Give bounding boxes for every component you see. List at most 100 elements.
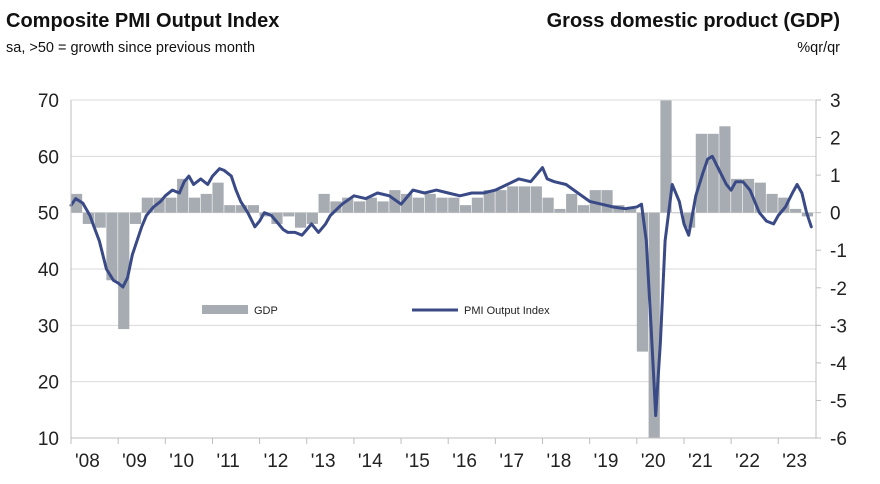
gdp-bar bbox=[742, 178, 755, 213]
legend-gdp-label: GDP bbox=[254, 305, 278, 317]
gdp-bar bbox=[754, 182, 766, 213]
gdp-bar bbox=[342, 197, 354, 213]
x-tick-label: '20 bbox=[641, 451, 666, 472]
right-y-tick-label: -5 bbox=[830, 391, 847, 412]
legend-pmi-label: PMI Output Index bbox=[464, 305, 550, 317]
gdp-bar bbox=[330, 201, 342, 213]
gdp-bar bbox=[660, 100, 672, 213]
gdp-bar bbox=[401, 193, 413, 213]
right-y-tick-label: -1 bbox=[830, 241, 847, 262]
right-y-tick-label: -4 bbox=[830, 354, 847, 375]
left-y-tick-label: 60 bbox=[38, 147, 59, 168]
gdp-bar bbox=[294, 212, 307, 228]
gdp-bar bbox=[424, 193, 436, 213]
gdp-bar bbox=[554, 208, 566, 213]
gdp-bar bbox=[224, 205, 236, 213]
gdp-bar bbox=[412, 197, 425, 213]
gdp-bar bbox=[683, 212, 696, 228]
right-y-tick-label: 1 bbox=[830, 166, 841, 187]
gdp-bar bbox=[271, 212, 283, 224]
x-tick-label: '23 bbox=[782, 451, 807, 472]
gdp-bar bbox=[165, 197, 177, 213]
gdp-bar bbox=[518, 186, 531, 213]
gdp-bar bbox=[129, 212, 142, 224]
right-chart-subtitle: %qr/qr bbox=[797, 40, 840, 56]
x-tick-label: '19 bbox=[594, 451, 619, 472]
gdp-bar bbox=[672, 212, 684, 214]
x-tick-label: '12 bbox=[264, 451, 289, 472]
gdp-bar bbox=[200, 193, 212, 213]
gdp-bar bbox=[542, 197, 554, 213]
gdp-bar bbox=[436, 197, 448, 213]
gdp-bar bbox=[82, 212, 94, 224]
left-y-tick-label: 70 bbox=[38, 91, 59, 112]
gdp-bar bbox=[283, 212, 295, 217]
gdp-bar bbox=[719, 126, 731, 213]
gdp-bar bbox=[365, 197, 377, 213]
gdp-bar bbox=[766, 193, 778, 213]
gdp-bar bbox=[306, 212, 318, 224]
gdp-bar bbox=[94, 212, 106, 228]
gdp-bar bbox=[648, 212, 660, 438]
right-y-tick-label: -2 bbox=[830, 279, 847, 300]
left-chart-title: Composite PMI Output Index bbox=[6, 10, 280, 32]
left-y-tick-label: 10 bbox=[38, 429, 59, 450]
pmi-line bbox=[69, 154, 813, 417]
right-chart-title: Gross domestic product (GDP) bbox=[546, 10, 840, 32]
gdp-bar bbox=[790, 208, 802, 213]
right-y-tick-label: 2 bbox=[830, 129, 841, 150]
gdp-bar bbox=[577, 205, 590, 213]
x-tick-label: '17 bbox=[499, 451, 524, 472]
gdp-bar bbox=[106, 212, 118, 281]
gdp-bar bbox=[460, 205, 472, 213]
gdp-bar bbox=[71, 193, 83, 213]
left-y-tick-label: 50 bbox=[38, 204, 59, 225]
x-tick-label: '08 bbox=[75, 451, 100, 472]
gdp-bar bbox=[636, 212, 649, 352]
gdp-bar bbox=[625, 208, 637, 213]
gdp-bar bbox=[448, 197, 460, 213]
right-y-tick-label: -6 bbox=[830, 429, 847, 450]
x-tick-label: '21 bbox=[688, 451, 713, 472]
gdp-bar bbox=[483, 190, 495, 213]
right-y-tick-label: 0 bbox=[830, 204, 841, 225]
left-y-tick-label: 40 bbox=[38, 260, 59, 281]
gdp-bar bbox=[530, 186, 542, 213]
gdp-bar bbox=[566, 193, 578, 213]
gdp-bar bbox=[188, 197, 201, 213]
gdp-bar bbox=[236, 205, 248, 213]
gdp-bar bbox=[353, 201, 366, 213]
gdp-bar bbox=[507, 186, 519, 213]
legend: GDP PMI Output Index bbox=[202, 305, 550, 317]
gdp-bar bbox=[601, 190, 613, 213]
gdp-bar bbox=[247, 205, 260, 213]
x-tick-label: '22 bbox=[735, 451, 760, 472]
gdp-bar bbox=[177, 178, 189, 213]
gdp-bar bbox=[318, 193, 330, 213]
x-tick-label: '09 bbox=[122, 451, 147, 472]
left-y-tick-label: 30 bbox=[38, 316, 59, 337]
left-chart-subtitle: sa, >50 = growth since previous month bbox=[6, 40, 256, 56]
gdp-bar bbox=[377, 201, 389, 213]
gdp-bar bbox=[141, 197, 153, 213]
x-tick-label: '10 bbox=[169, 451, 194, 472]
x-tick-label: '16 bbox=[452, 451, 477, 472]
x-tick-label: '14 bbox=[358, 451, 383, 472]
pmi-line-group bbox=[69, 154, 813, 417]
gdp-bar bbox=[778, 197, 790, 213]
x-tick-label: '15 bbox=[405, 451, 430, 472]
x-tick-label: '18 bbox=[547, 451, 572, 472]
x-tick-label: '11 bbox=[216, 451, 239, 472]
gdp-bar bbox=[212, 182, 224, 213]
gdp-bar bbox=[731, 178, 743, 213]
left-y-tick-label: 20 bbox=[38, 373, 59, 394]
right-y-tick-label: 3 bbox=[830, 91, 841, 112]
right-y-tick-label: -3 bbox=[830, 316, 847, 337]
gdp-bar bbox=[471, 197, 483, 213]
gdp-bar bbox=[153, 197, 165, 213]
gdp-bar bbox=[118, 212, 130, 330]
gdp-bar bbox=[495, 190, 507, 213]
gdp-bar bbox=[707, 133, 719, 213]
